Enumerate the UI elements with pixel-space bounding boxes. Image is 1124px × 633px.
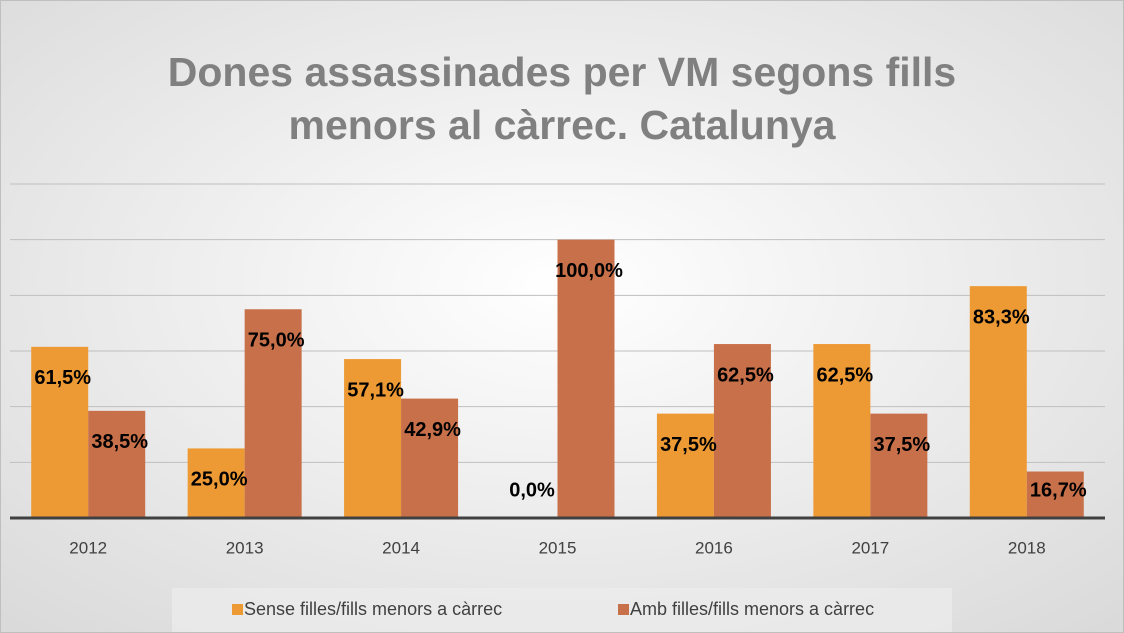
bar bbox=[656, 413, 714, 518]
x-tick-label: 2017 bbox=[851, 538, 889, 557]
bar bbox=[813, 344, 871, 518]
legend-label: Sense filles/fills menors a càrrec bbox=[244, 599, 502, 619]
data-label: 16,7% bbox=[1030, 479, 1087, 501]
data-label: 62,5% bbox=[717, 364, 774, 386]
bar bbox=[187, 448, 245, 518]
data-label: 62,5% bbox=[816, 364, 873, 386]
legend-swatch bbox=[232, 604, 243, 615]
chart-title: Dones assassinades per VM segons fills bbox=[168, 49, 956, 95]
bar bbox=[88, 410, 146, 518]
legend-label: Amb filles/fills menors a càrrec bbox=[630, 599, 874, 619]
bar bbox=[870, 413, 928, 518]
legend-box bbox=[172, 588, 952, 632]
legend-swatch bbox=[618, 604, 629, 615]
bar bbox=[969, 286, 1027, 518]
data-label: 100,0% bbox=[555, 260, 623, 282]
data-label: 57,1% bbox=[347, 379, 404, 401]
data-label: 0,0% bbox=[509, 479, 555, 501]
bar bbox=[31, 346, 89, 518]
data-label: 37,5% bbox=[873, 434, 930, 456]
x-tick-label: 2012 bbox=[69, 538, 107, 557]
bar bbox=[344, 359, 402, 518]
bar bbox=[713, 344, 771, 518]
data-label: 61,5% bbox=[34, 367, 91, 389]
x-tick-label: 2016 bbox=[695, 538, 733, 557]
x-tick-label: 2013 bbox=[226, 538, 264, 557]
data-label: 75,0% bbox=[248, 330, 305, 352]
data-label: 25,0% bbox=[191, 469, 248, 491]
data-label: 83,3% bbox=[973, 306, 1030, 328]
x-tick-label: 2018 bbox=[1008, 538, 1046, 557]
data-label: 38,5% bbox=[91, 431, 148, 453]
bar bbox=[244, 309, 302, 518]
bar bbox=[1026, 471, 1084, 518]
bar bbox=[401, 398, 459, 518]
bar bbox=[557, 239, 615, 518]
data-label: 42,9% bbox=[404, 419, 461, 441]
x-tick-label: 2015 bbox=[539, 538, 577, 557]
chart-title: menors al càrrec. Catalunya bbox=[289, 102, 837, 148]
x-tick-label: 2014 bbox=[382, 538, 420, 557]
data-label: 37,5% bbox=[660, 434, 717, 456]
